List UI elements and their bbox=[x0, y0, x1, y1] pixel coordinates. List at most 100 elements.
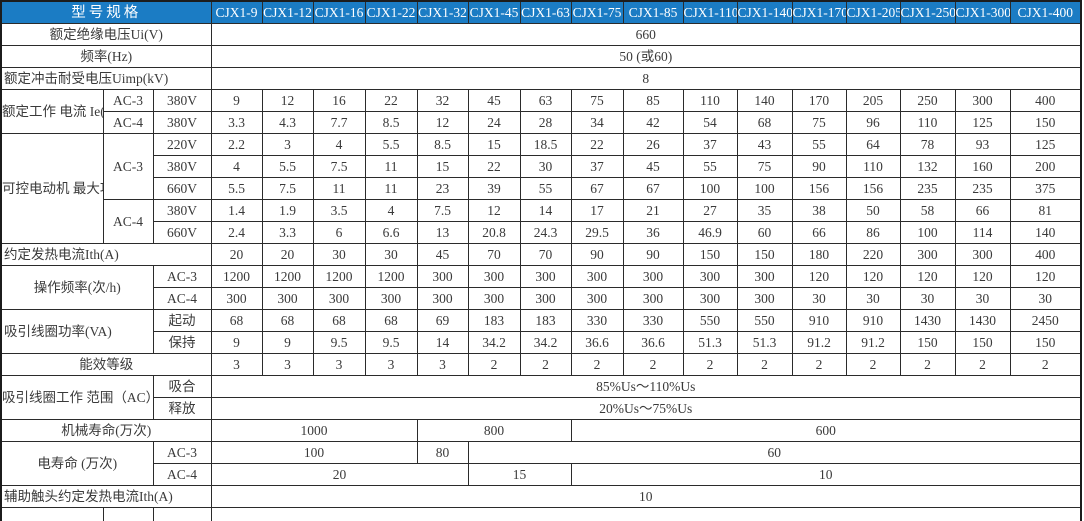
value-cell: 30 bbox=[791, 287, 847, 310]
condition-cell: AC-3 bbox=[102, 89, 154, 112]
value-cell: 54 bbox=[682, 111, 738, 134]
table-row: 380V 4 5.5 7.5 11 15 22 30 37 45 55 75 90 110 132 160 20… bbox=[1, 155, 1082, 178]
value-cell: 46.9 bbox=[682, 221, 738, 244]
value-cell: 64 bbox=[845, 133, 901, 156]
value-cell: 205 bbox=[845, 89, 901, 112]
value-cell bbox=[210, 507, 1082, 521]
table-row: 额定工作 电流 Ie(A)AC-3380V9121622324563758511… bbox=[0, 89, 1082, 134]
value-cell: 4 bbox=[312, 133, 366, 156]
value-cell: 1200 bbox=[261, 265, 314, 288]
value-cell: 125 bbox=[954, 111, 1011, 134]
condition-cell: AC-4 bbox=[152, 287, 212, 310]
value-cell: 21 bbox=[622, 199, 684, 222]
value-cell: 114 bbox=[954, 221, 1011, 244]
value-cell: 300 bbox=[261, 287, 314, 310]
value-cell: 68 bbox=[364, 309, 418, 332]
model-header-cell: CJX1-16 bbox=[312, 0, 366, 24]
value-cell: 4.3 bbox=[261, 111, 314, 134]
value-cell: 300 bbox=[519, 287, 572, 310]
value-cell: 1430 bbox=[899, 309, 956, 332]
condition-cell: 380V bbox=[152, 89, 212, 112]
value-cell: 6.6 bbox=[364, 221, 418, 244]
value-cell: 60 bbox=[467, 441, 1082, 464]
table-row: 吸引线圈功率(VA) 起动 68 68 68 68 69 183 183 330 330 550 550… bbox=[0, 309, 1082, 354]
value-cell: 12 bbox=[467, 199, 521, 222]
value-cell: 55 bbox=[682, 155, 738, 178]
value-cell: 375 bbox=[1009, 177, 1082, 200]
value-cell: 6 bbox=[312, 221, 366, 244]
value-cell: 20 bbox=[210, 243, 263, 266]
table-row: 额定冲击耐受电压Uimp(kV) 8 bbox=[0, 67, 1082, 90]
row-label-cell: 操作频率(次/h) bbox=[0, 265, 154, 310]
value-cell: 20 bbox=[210, 463, 469, 486]
value-cell: 2 bbox=[954, 353, 1011, 376]
value-cell: 91.2 bbox=[791, 331, 847, 354]
row-label-cell: 额定工作 电流 Ie(A) bbox=[0, 89, 104, 134]
value-cell: 20 bbox=[261, 243, 314, 266]
value-cell: 5.5 bbox=[261, 155, 314, 178]
row-label-cell: 约定发热电流Ith(A) bbox=[0, 243, 212, 266]
value-cell: 2 bbox=[682, 353, 738, 376]
value-cell: 300 bbox=[622, 265, 684, 288]
value-cell: 9 bbox=[210, 89, 263, 112]
table-row: AC-4 300 300 300 300 300 300 300 300 300 300 300 30 3… bbox=[1, 287, 1082, 310]
condition-cell bbox=[102, 507, 154, 521]
value-cell: 300 bbox=[312, 287, 366, 310]
value-cell: 8 bbox=[210, 67, 1082, 90]
value-cell: 30 bbox=[899, 287, 956, 310]
value-cell: 58 bbox=[899, 199, 956, 222]
value-cell: 100 bbox=[736, 177, 793, 200]
value-cell: 66 bbox=[791, 221, 847, 244]
value-cell: 7.5 bbox=[416, 199, 469, 222]
value-cell: 200 bbox=[1009, 155, 1082, 178]
table-row: 额定绝缘电压Ui(V) 660 bbox=[0, 23, 1082, 46]
condition-cell: 380V bbox=[152, 199, 212, 222]
table-row: 频率(Hz) 50 (或60) bbox=[0, 45, 1082, 68]
value-cell: 90 bbox=[622, 243, 684, 266]
value-cell: 300 bbox=[416, 265, 469, 288]
value-cell: 170 bbox=[791, 89, 847, 112]
value-cell: 55 bbox=[519, 177, 572, 200]
row-label-cell: 能效等级 bbox=[0, 353, 212, 376]
value-cell: 39 bbox=[467, 177, 521, 200]
value-cell: 5.5 bbox=[364, 133, 418, 156]
value-cell: 300 bbox=[416, 287, 469, 310]
value-cell: 1200 bbox=[364, 265, 418, 288]
value-cell: 150 bbox=[899, 331, 956, 354]
value-cell: 2 bbox=[791, 353, 847, 376]
value-cell: 30 bbox=[954, 287, 1011, 310]
value-cell: 550 bbox=[682, 309, 738, 332]
value-cell: 3.5 bbox=[312, 199, 366, 222]
value-cell: 96 bbox=[845, 111, 901, 134]
value-cell: 12 bbox=[261, 89, 314, 112]
value-cell: 7.5 bbox=[312, 155, 366, 178]
table-row: 吸引线圈工作 范围（AC） 吸合 85%Us～110%Us bbox=[0, 375, 1082, 420]
value-cell: 300 bbox=[519, 265, 572, 288]
value-cell: 90 bbox=[791, 155, 847, 178]
spec-table-body: 额定绝缘电压Ui(V) 660 频率(Hz) 50 (或60) 额定冲击耐受电压Uimp… bbox=[0, 23, 1082, 521]
value-cell: 300 bbox=[682, 265, 738, 288]
value-cell: 80 bbox=[416, 441, 469, 464]
value-cell: 14 bbox=[519, 199, 572, 222]
model-header-cell: CJX1-170 bbox=[791, 0, 847, 24]
value-cell: 42 bbox=[622, 111, 684, 134]
condition-cell: 660V bbox=[152, 177, 212, 200]
value-cell: 68 bbox=[736, 111, 793, 134]
value-cell: 11 bbox=[364, 177, 418, 200]
model-header-cell: CJX1-9 bbox=[210, 0, 263, 24]
row-label-cell: 机械寿命(万次) bbox=[0, 419, 212, 442]
value-cell: 45 bbox=[622, 155, 684, 178]
value-cell: 30 bbox=[519, 155, 572, 178]
table-row: 释放 20%Us～75%Us bbox=[1, 397, 1082, 420]
value-cell: 300 bbox=[736, 287, 793, 310]
table-row: 操作频率(次/h) AC-3 1200 1200 1200 1200 300 300 300 30… bbox=[0, 265, 1082, 310]
value-cell: 8.5 bbox=[416, 133, 469, 156]
value-cell: 35 bbox=[736, 199, 793, 222]
value-cell: 1200 bbox=[210, 265, 263, 288]
value-cell: 183 bbox=[519, 309, 572, 332]
value-cell: 910 bbox=[845, 309, 901, 332]
model-header-cell: CJX1-250 bbox=[899, 0, 956, 24]
condition-cell: 保持 bbox=[152, 331, 212, 354]
